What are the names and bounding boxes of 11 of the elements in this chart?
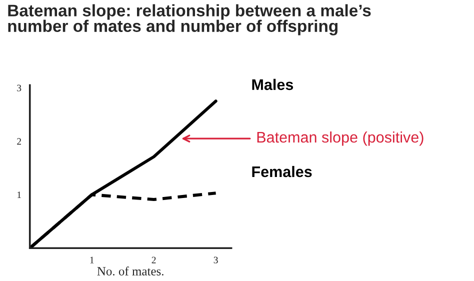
x-tick-label: 3 [214, 256, 218, 264]
x-axis-title: No. of mates. [97, 266, 164, 276]
y-tick-label: 2 [17, 138, 21, 145]
y-tick-label: 1 [18, 192, 21, 198]
y-tick-label: 3 [17, 84, 22, 92]
annotation: Bateman slope (positive) [257, 131, 424, 146]
x-tick-label: 1 [90, 256, 94, 264]
text: Males [252, 78, 294, 90]
text: Females [252, 166, 312, 178]
x-tick-label: 2 [152, 256, 156, 264]
chart-title: Bateman slope: relationship between a male’s number of mates and number of offspring [8, 4, 371, 36]
